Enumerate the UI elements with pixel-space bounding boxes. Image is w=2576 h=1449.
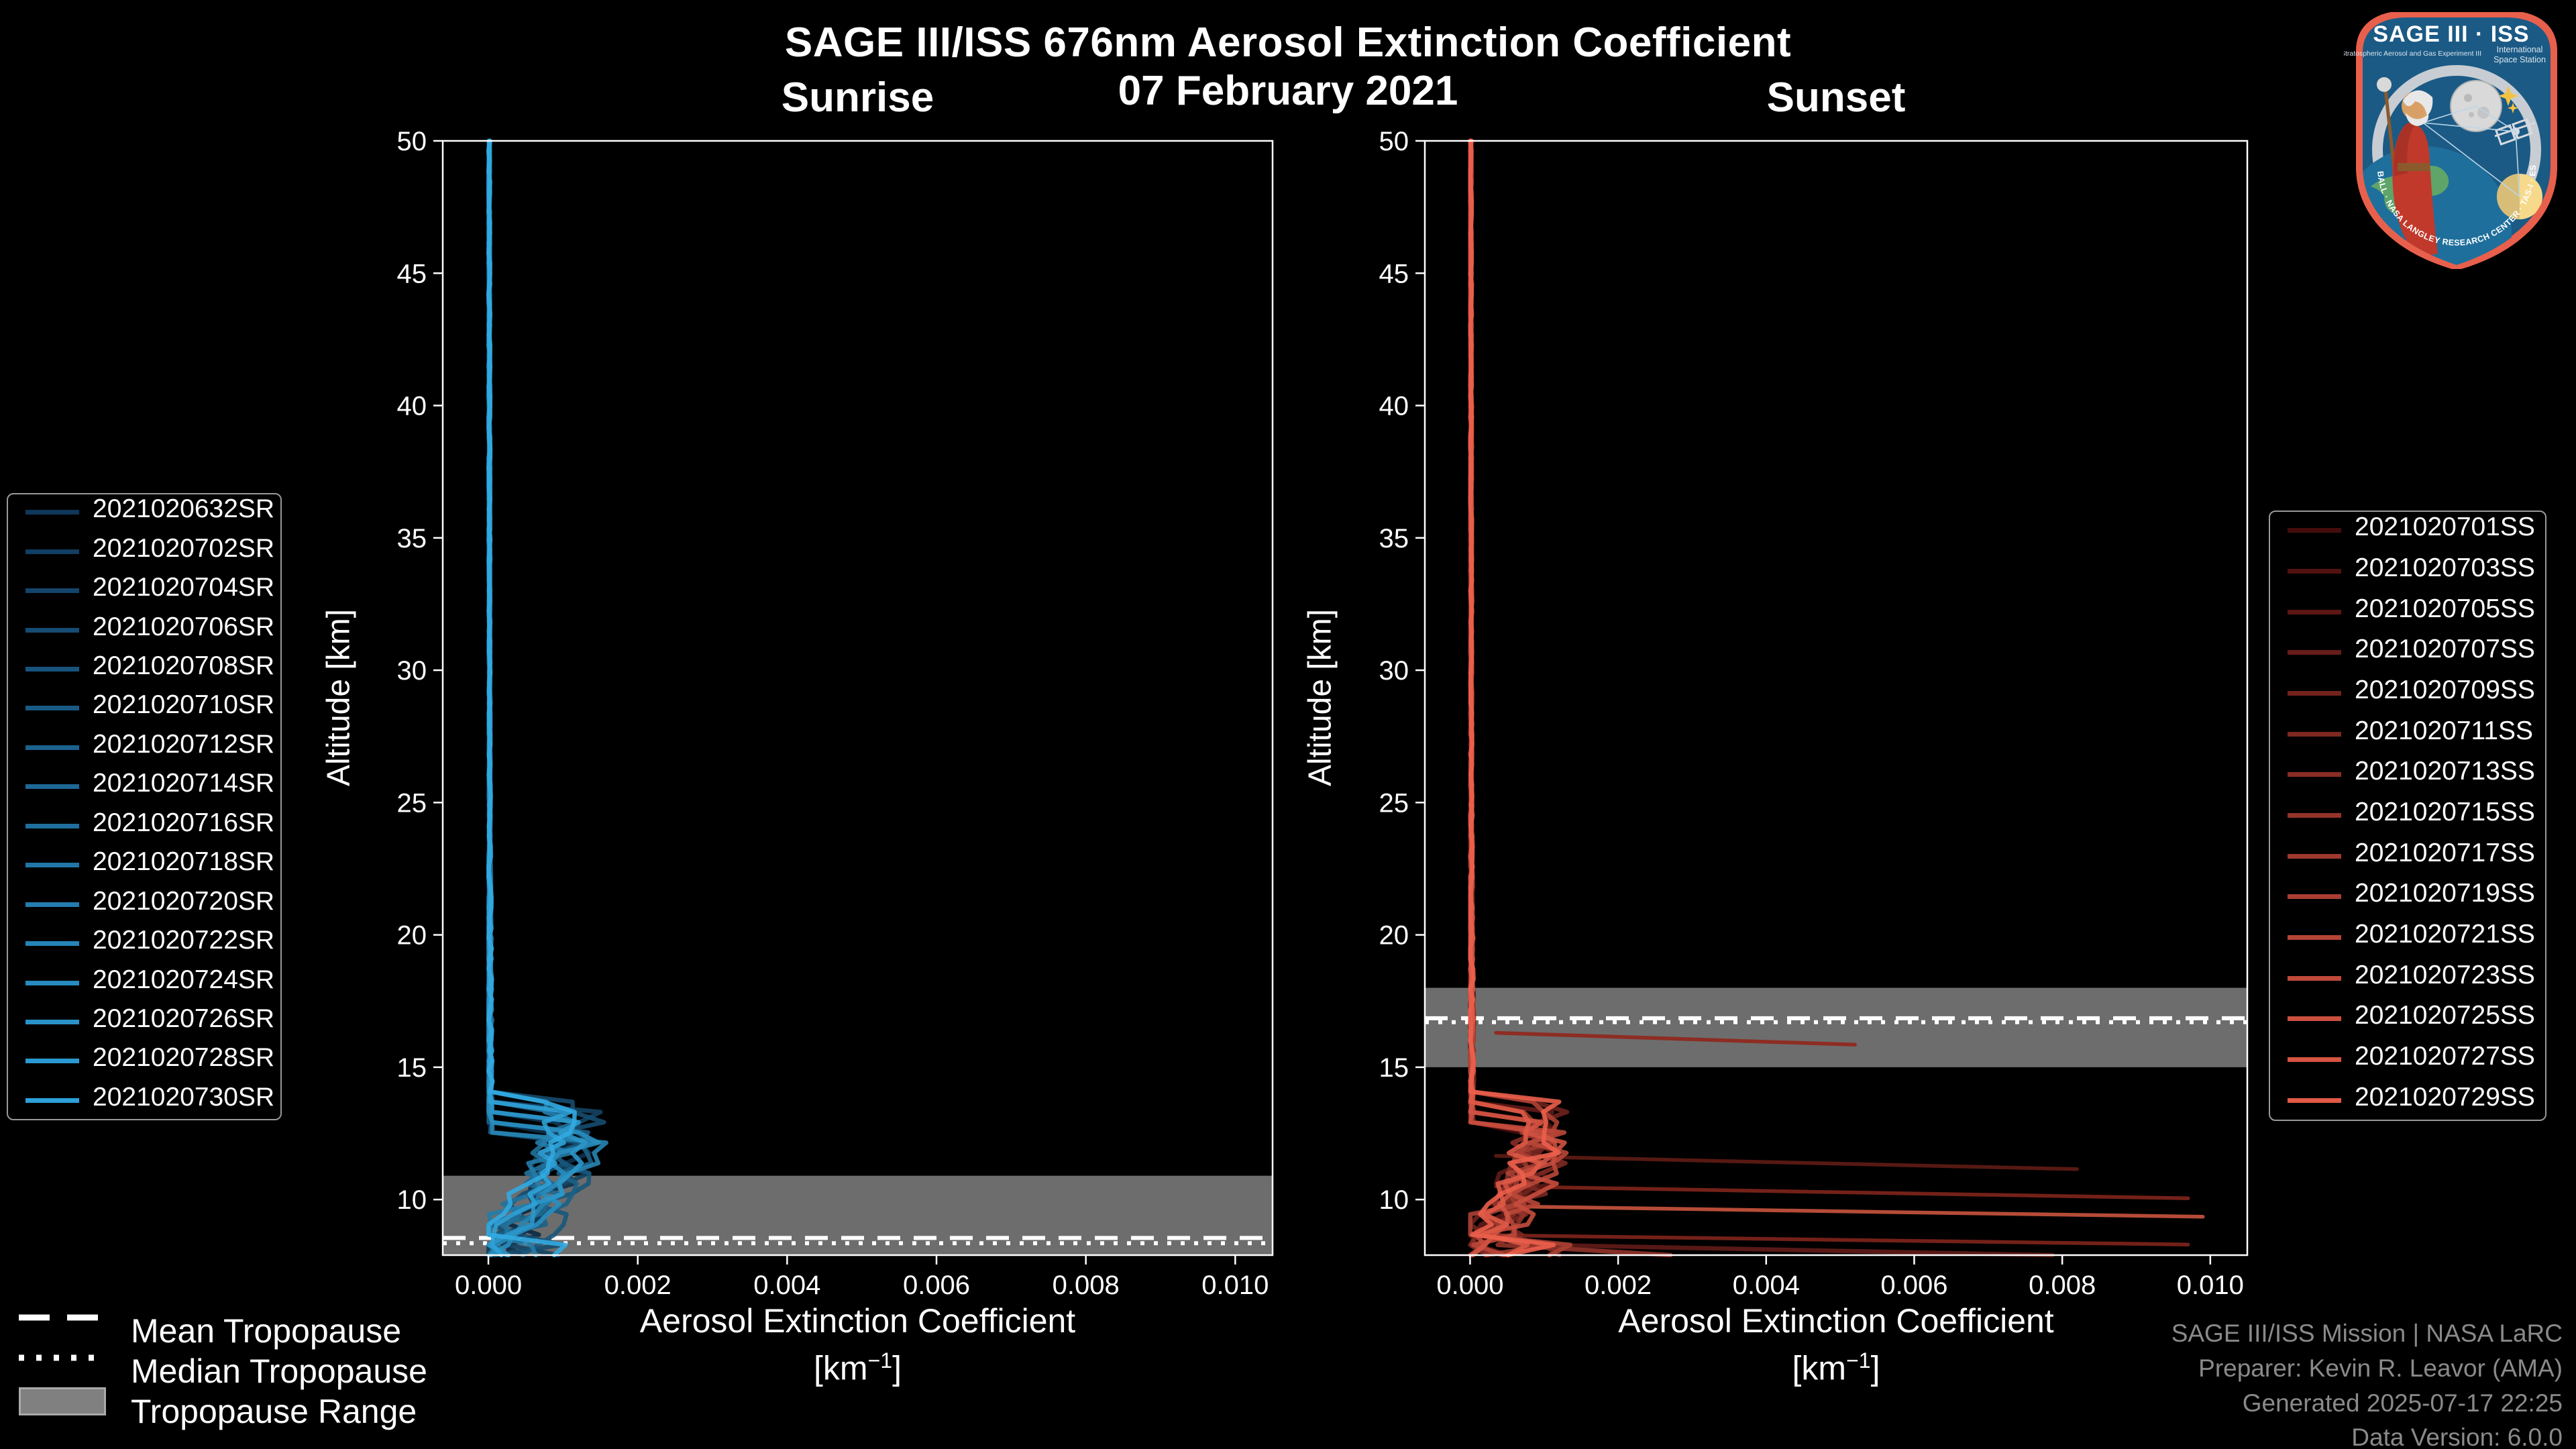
svg-text:25: 25 [1379, 788, 1409, 818]
svg-text:20: 20 [397, 921, 427, 951]
svg-text:Space Station: Space Station [2493, 55, 2546, 64]
svg-text:0.010: 0.010 [1201, 1271, 1269, 1300]
svg-text:30: 30 [1379, 656, 1409, 686]
svg-text:45: 45 [397, 259, 427, 288]
svg-text:20: 20 [1379, 921, 1409, 951]
svg-text:45: 45 [1379, 259, 1409, 288]
svg-text:0.010: 0.010 [2177, 1271, 2244, 1300]
svg-text:40: 40 [1379, 392, 1409, 421]
svg-text:International: International [2497, 45, 2543, 54]
svg-text:50: 50 [1379, 127, 1409, 156]
svg-text:15: 15 [397, 1053, 427, 1083]
svg-text:10: 10 [397, 1185, 427, 1215]
svg-text:50: 50 [397, 127, 427, 156]
svg-text:0.002: 0.002 [1585, 1271, 1652, 1300]
svg-text:0.004: 0.004 [753, 1271, 820, 1300]
svg-text:0.004: 0.004 [1733, 1271, 1800, 1300]
svg-text:15: 15 [1379, 1053, 1409, 1083]
svg-text:0.006: 0.006 [903, 1271, 970, 1300]
svg-text:40: 40 [397, 392, 427, 421]
svg-text:SAGE III · ISS: SAGE III · ISS [2373, 21, 2529, 47]
svg-text:10: 10 [1379, 1185, 1409, 1215]
svg-text:25: 25 [397, 788, 427, 818]
svg-text:0.000: 0.000 [455, 1271, 522, 1300]
svg-text:0.006: 0.006 [1880, 1271, 1947, 1300]
svg-text:35: 35 [1379, 524, 1409, 553]
svg-text:30: 30 [397, 656, 427, 686]
svg-text:0.002: 0.002 [604, 1271, 672, 1300]
svg-text:35: 35 [397, 524, 427, 553]
svg-text:0.008: 0.008 [2029, 1271, 2096, 1300]
svg-text:0.000: 0.000 [1436, 1271, 1503, 1300]
svg-text:0.008: 0.008 [1053, 1271, 1120, 1300]
svg-text:Stratospheric Aerosol and Gas: Stratospheric Aerosol and Gas Experiment… [2344, 50, 2481, 58]
